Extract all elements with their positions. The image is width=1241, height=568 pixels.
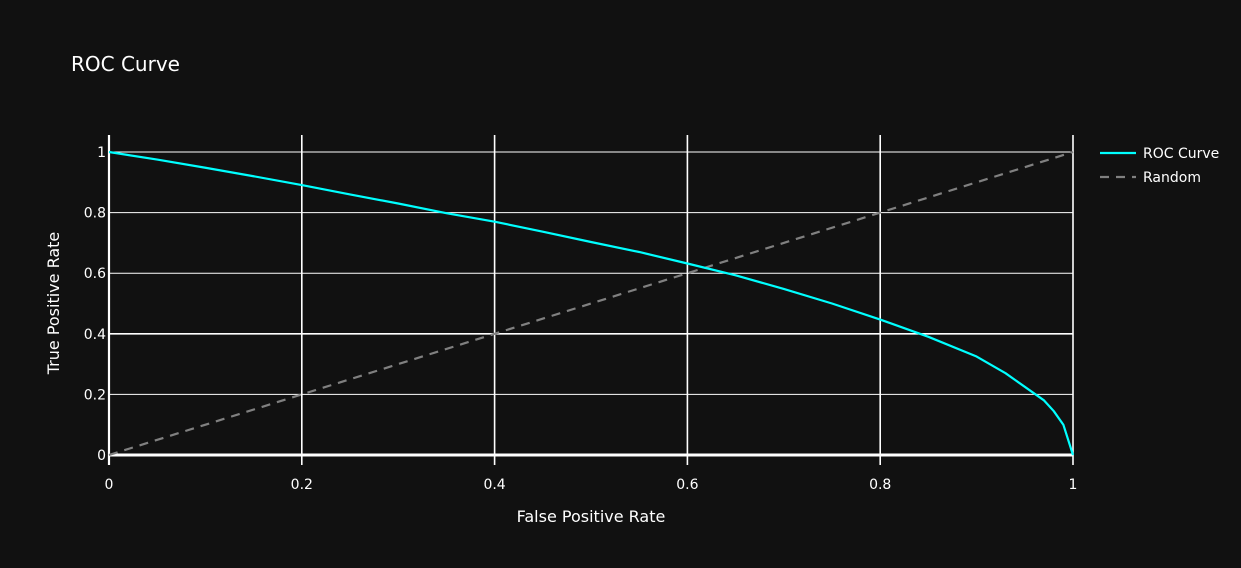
random-line	[108, 150, 1074, 457]
axis-lines	[107, 135, 1073, 465]
y-tick-label: 0.6	[84, 266, 106, 282]
x-tick-label: 1	[1069, 477, 1078, 493]
legend-label: ROC Curve	[1143, 146, 1219, 162]
chart-title: ROC Curve	[71, 52, 180, 76]
y-tick-label: 0.4	[84, 327, 106, 343]
series-lines	[108, 150, 1075, 457]
legend[interactable]: ROC Curve Random	[1100, 146, 1219, 186]
x-tick-labels: 0 0.2 0.4 0.6 0.8 1	[105, 477, 1078, 493]
legend-label: Random	[1143, 170, 1201, 186]
roc-curve-line	[108, 150, 1075, 456]
y-tick-labels: 0 0.2 0.4 0.6 0.8 1	[84, 145, 106, 464]
x-axis-title: False Positive Rate	[517, 507, 666, 526]
legend-item[interactable]: Random	[1100, 170, 1201, 186]
legend-item[interactable]: ROC Curve	[1100, 146, 1219, 162]
y-tick-label: 0.2	[84, 387, 106, 403]
y-tick-label: 0	[97, 448, 106, 464]
y-axis-title: True Positive Rate	[44, 232, 63, 376]
x-tick-label: 0.4	[483, 477, 505, 493]
x-tick-label: 0.2	[291, 477, 313, 493]
y-tick-label: 1	[97, 145, 106, 161]
y-tick-label: 0.8	[84, 206, 106, 222]
x-tick-label: 0	[105, 477, 114, 493]
x-tick-label: 0.6	[676, 477, 698, 493]
x-tick-label: 0.8	[869, 477, 891, 493]
grid-lines	[109, 135, 1074, 465]
